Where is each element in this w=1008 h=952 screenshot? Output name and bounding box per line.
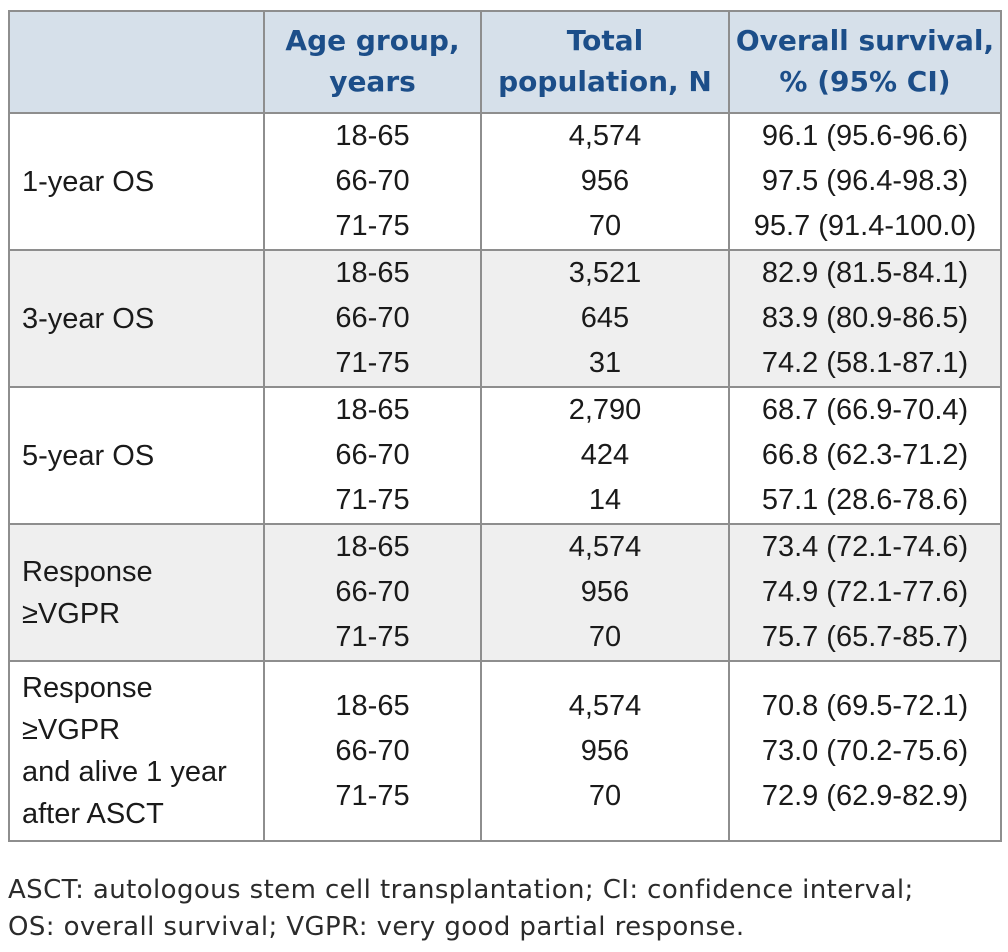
survival-value: 96.1 (95.6-96.6) bbox=[761, 120, 969, 152]
survival-value: 72.9 (62.9-82.9) bbox=[761, 779, 969, 812]
survival-value: 97.5 (96.4-98.3) bbox=[761, 165, 969, 197]
survival-value: 68.7 (66.9-70.4) bbox=[761, 394, 969, 426]
header-row: Age group, years Total population, N Ove… bbox=[8, 10, 1002, 114]
survival-value: 70.8 (69.5-72.1) bbox=[761, 689, 969, 722]
age-group-value: 18-65 bbox=[335, 120, 410, 152]
population-cell: 4,574 956 70 bbox=[480, 523, 730, 662]
population-value: 31 bbox=[588, 347, 622, 379]
row-label: 5-year OS bbox=[8, 386, 265, 525]
survival-cell: 96.1 (95.6-96.6) 97.5 (96.4-98.3) 95.7 (… bbox=[728, 112, 1002, 251]
survival-value: 83.9 (80.9-86.5) bbox=[761, 302, 969, 334]
age-group-value: 71-75 bbox=[335, 210, 410, 242]
population-value: 4,574 bbox=[568, 531, 642, 563]
age-group-value: 66-70 bbox=[335, 576, 410, 608]
header-overall-survival: Overall survival, % (95% CI) bbox=[728, 10, 1002, 114]
table-row-1-year-os: 1-year OS 18-65 66-70 71-75 4,574 956 70… bbox=[8, 112, 1002, 251]
age-group-cell: 18-65 66-70 71-75 bbox=[263, 249, 482, 388]
survival-value: 74.2 (58.1-87.1) bbox=[761, 347, 969, 379]
age-group-value: 66-70 bbox=[335, 302, 410, 334]
survival-cell: 73.4 (72.1-74.6) 74.9 (72.1-77.6) 75.7 (… bbox=[728, 523, 1002, 662]
age-group-cell: 18-65 66-70 71-75 bbox=[263, 523, 482, 662]
age-group-cell: 18-65 66-70 71-75 bbox=[263, 112, 482, 251]
population-value: 956 bbox=[580, 734, 630, 767]
age-group-value: 66-70 bbox=[335, 165, 410, 197]
survival-value: 82.9 (81.5-84.1) bbox=[761, 257, 969, 289]
row-label: 3-year OS bbox=[8, 249, 265, 388]
population-value: 70 bbox=[588, 621, 622, 653]
population-value: 645 bbox=[580, 302, 630, 334]
survival-value: 95.7 (91.4-100.0) bbox=[753, 210, 977, 242]
age-group-value: 66-70 bbox=[335, 439, 410, 471]
population-value: 4,574 bbox=[568, 120, 642, 152]
row-label: Response ≥VGPR and alive 1 year after AS… bbox=[8, 660, 265, 842]
population-value: 956 bbox=[580, 576, 630, 608]
population-value: 424 bbox=[580, 439, 630, 471]
survival-cell: 82.9 (81.5-84.1) 83.9 (80.9-86.5) 74.2 (… bbox=[728, 249, 1002, 388]
population-cell: 2,790 424 14 bbox=[480, 386, 730, 525]
survival-value: 74.9 (72.1-77.6) bbox=[761, 576, 969, 608]
page: Age group, years Total population, N Ove… bbox=[0, 10, 1008, 952]
row-label: Response ≥VGPR bbox=[8, 523, 265, 662]
survival-table: Age group, years Total population, N Ove… bbox=[8, 10, 1002, 842]
age-group-value: 71-75 bbox=[335, 484, 410, 516]
age-group-value: 18-65 bbox=[335, 531, 410, 563]
abbreviations-footnote: ASCT: autologous stem cell transplantati… bbox=[8, 875, 914, 942]
age-group-value: 71-75 bbox=[335, 621, 410, 653]
survival-value: 75.7 (65.7-85.7) bbox=[761, 621, 969, 653]
age-group-value: 66-70 bbox=[335, 734, 410, 767]
age-group-value: 18-65 bbox=[335, 257, 410, 289]
age-group-cell: 18-65 66-70 71-75 bbox=[263, 660, 482, 842]
population-value: 70 bbox=[588, 779, 622, 812]
survival-value: 66.8 (62.3-71.2) bbox=[761, 439, 969, 471]
survival-value: 73.4 (72.1-74.6) bbox=[761, 531, 969, 563]
header-age-group: Age group, years bbox=[263, 10, 482, 114]
age-group-cell: 18-65 66-70 71-75 bbox=[263, 386, 482, 525]
age-group-value: 71-75 bbox=[335, 779, 410, 812]
population-cell: 4,574 956 70 bbox=[480, 660, 730, 842]
age-group-value: 18-65 bbox=[335, 394, 410, 426]
row-label: 1-year OS bbox=[8, 112, 265, 251]
table-row-response-vgpr: Response ≥VGPR 18-65 66-70 71-75 4,574 9… bbox=[8, 523, 1002, 662]
population-value: 70 bbox=[588, 210, 622, 242]
survival-value: 73.0 (70.2-75.6) bbox=[761, 734, 969, 767]
population-value: 14 bbox=[588, 484, 622, 516]
header-total-population: Total population, N bbox=[480, 10, 730, 114]
table-row-3-year-os: 3-year OS 18-65 66-70 71-75 3,521 645 31… bbox=[8, 249, 1002, 388]
survival-cell: 70.8 (69.5-72.1) 73.0 (70.2-75.6) 72.9 (… bbox=[728, 660, 1002, 842]
age-group-value: 71-75 bbox=[335, 347, 410, 379]
header-empty-cell bbox=[8, 10, 265, 114]
table-row-response-vgpr-alive: Response ≥VGPR and alive 1 year after AS… bbox=[8, 660, 1002, 842]
table-row-5-year-os: 5-year OS 18-65 66-70 71-75 2,790 424 14… bbox=[8, 386, 1002, 525]
population-cell: 4,574 956 70 bbox=[480, 112, 730, 251]
survival-cell: 68.7 (66.9-70.4) 66.8 (62.3-71.2) 57.1 (… bbox=[728, 386, 1002, 525]
population-cell: 3,521 645 31 bbox=[480, 249, 730, 388]
population-value: 3,521 bbox=[568, 257, 642, 289]
population-value: 956 bbox=[580, 165, 630, 197]
population-value: 2,790 bbox=[568, 394, 642, 426]
population-value: 4,574 bbox=[568, 689, 642, 722]
survival-value: 57.1 (28.6-78.6) bbox=[761, 484, 969, 516]
age-group-value: 18-65 bbox=[335, 689, 410, 722]
